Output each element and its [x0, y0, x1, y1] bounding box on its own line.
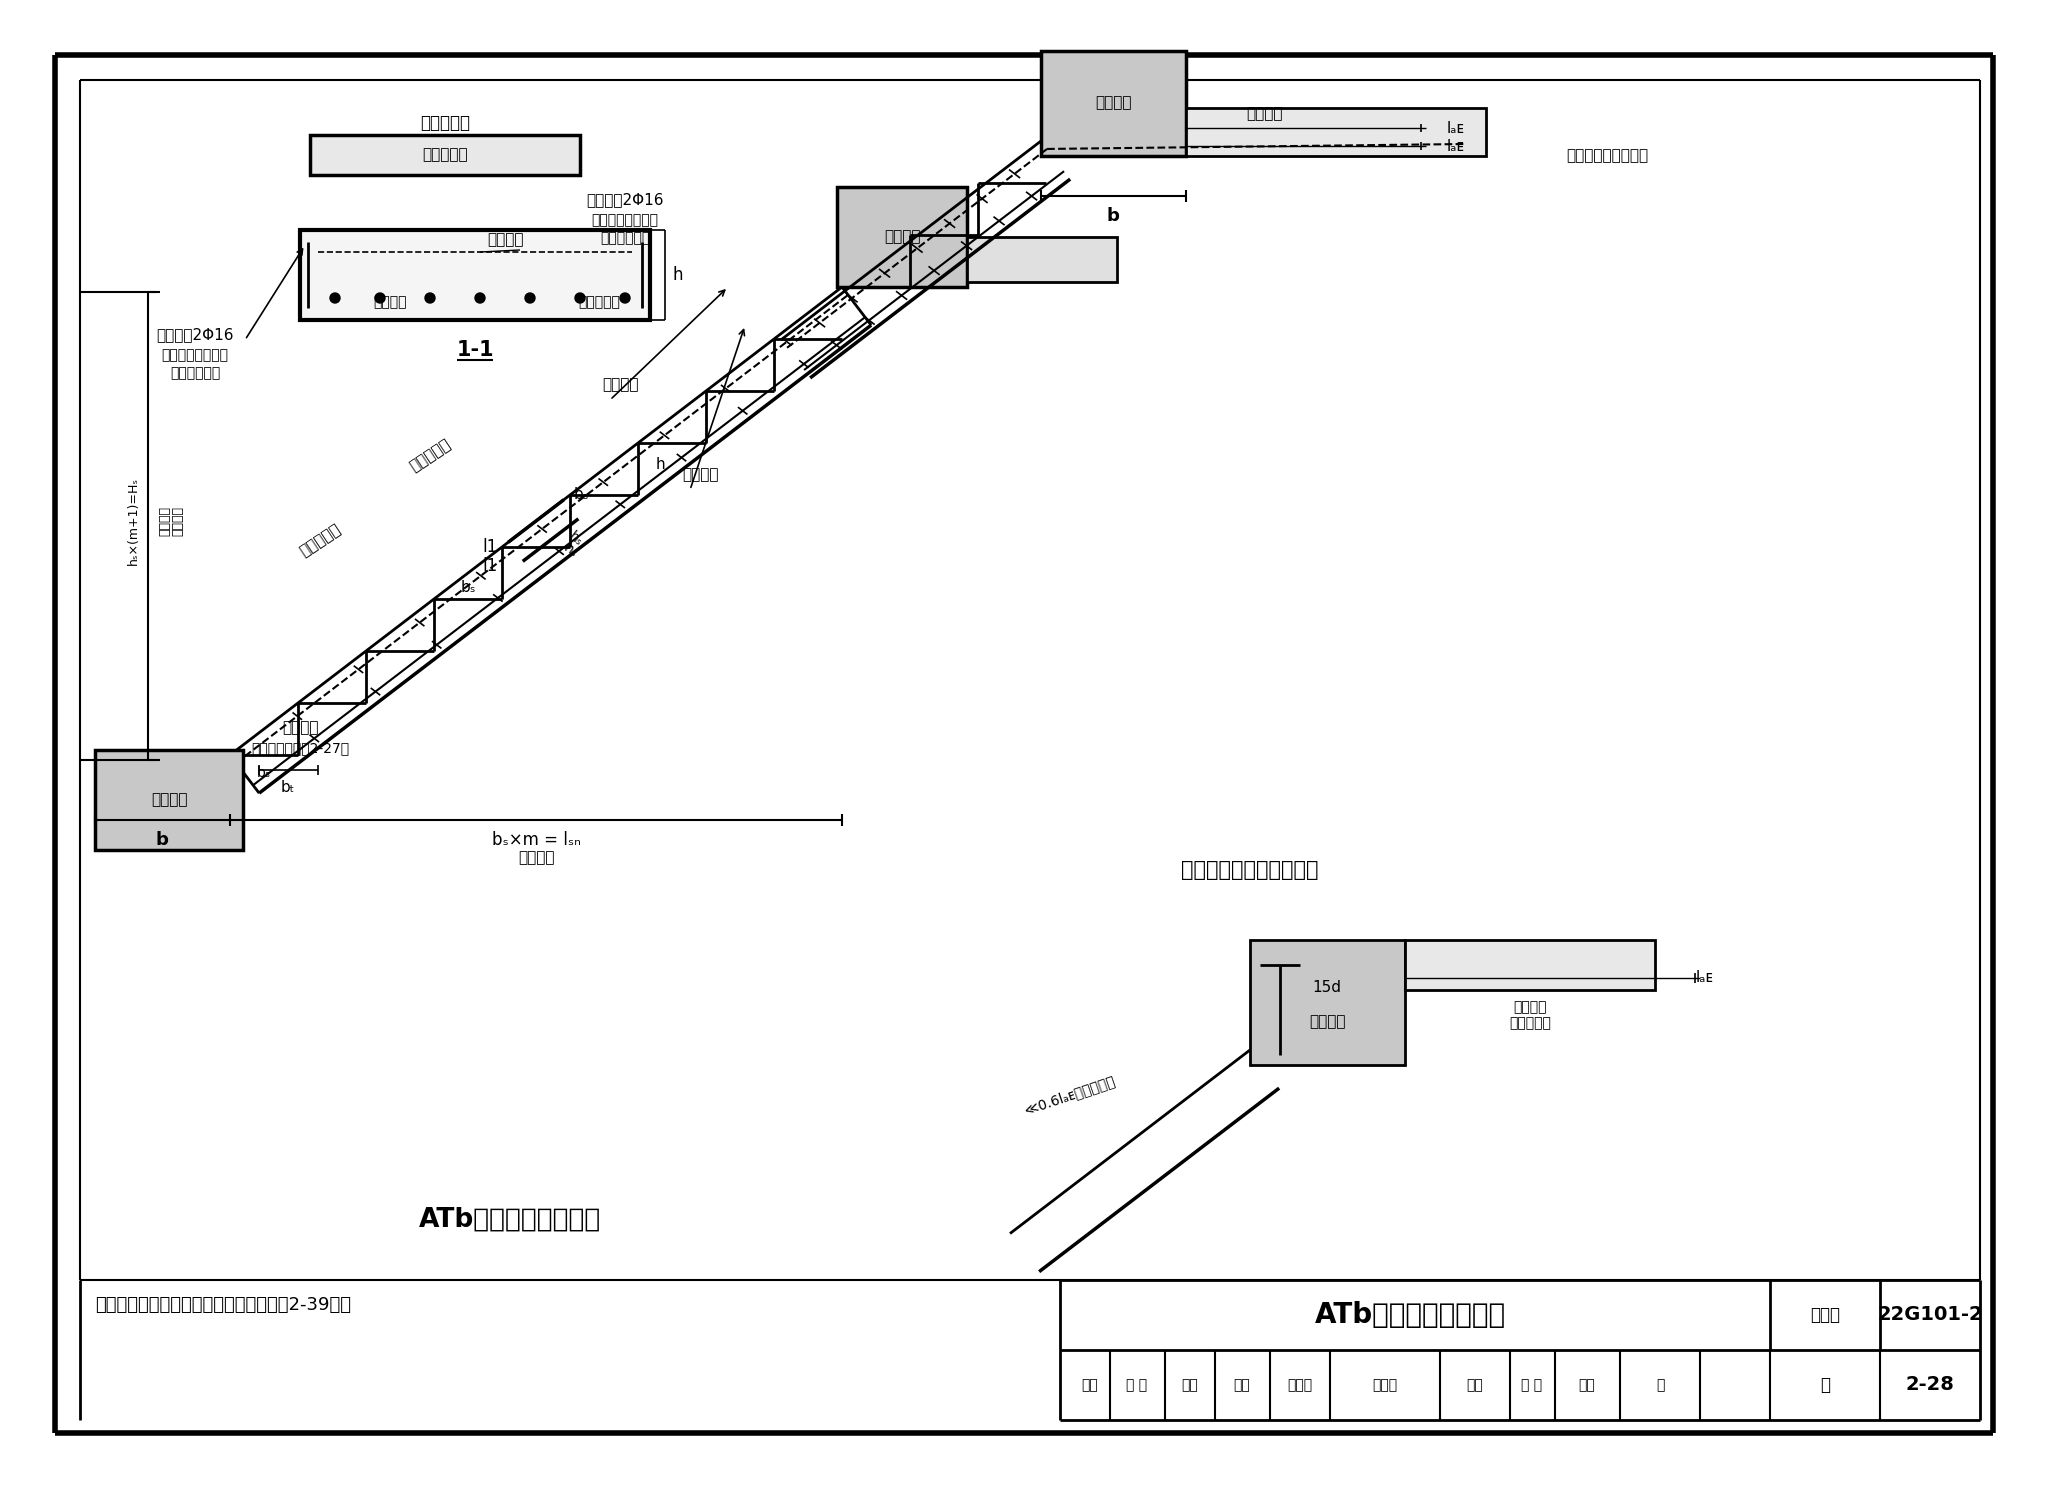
Text: 滑动支座: 滑动支座 [283, 720, 317, 735]
Text: 受力钉筋直径: 受力钉筋直径 [170, 366, 219, 379]
Text: 校对: 校对 [1233, 1378, 1251, 1391]
Text: 高端梯梁: 高端梯梁 [1309, 1015, 1346, 1030]
Text: 且不小于梯板纵向: 且不小于梯板纵向 [592, 213, 659, 228]
Circle shape [621, 293, 631, 304]
Text: 梯板分布筋: 梯板分布筋 [420, 115, 469, 132]
Text: 做法见本图集第2-27页: 做法见本图集第2-27页 [252, 741, 348, 754]
Text: lₐᴇ: lₐᴇ [1696, 970, 1714, 985]
Text: ATb型楼梯板配筋构造: ATb型楼梯板配筋构造 [1315, 1301, 1505, 1329]
Text: 页: 页 [1821, 1376, 1831, 1394]
Text: 高端梯梁: 高端梯梁 [885, 229, 920, 244]
Text: 下部纵筋在梁内锁固节点: 下部纵筋在梁内锁固节点 [1182, 860, 1319, 879]
Text: hₛ: hₛ [561, 542, 582, 561]
Text: 张 明: 张 明 [1126, 1378, 1147, 1391]
Text: 1-1: 1-1 [457, 339, 494, 360]
Bar [309, 135, 580, 176]
Text: 注：高端、低端踏步高度调整见本图集第2-39页。: 注：高端、低端踏步高度调整见本图集第2-39页。 [94, 1296, 350, 1314]
Text: 踏步高度: 踏步高度 [158, 506, 172, 536]
Text: bₛ: bₛ [461, 579, 475, 595]
Text: bₛ: bₛ [573, 487, 590, 503]
Text: 下部纵筋: 下部纵筋 [373, 295, 408, 310]
Text: 周法: 周法 [1579, 1378, 1595, 1391]
Bar [1249, 940, 1405, 1065]
Bar [1040, 51, 1186, 156]
Bar [1186, 109, 1487, 156]
Text: 上部纵筋: 上部纵筋 [602, 378, 639, 393]
Text: hₛ: hₛ [565, 530, 586, 549]
Circle shape [475, 293, 485, 304]
Text: 附加纵筋2Φ16: 附加纵筋2Φ16 [586, 192, 664, 207]
Text: 梯板分布筋: 梯板分布筋 [297, 521, 344, 559]
Text: 张国华: 张国华 [1372, 1378, 1397, 1391]
Circle shape [330, 293, 340, 304]
Text: 上部纵筋: 上部纵筋 [487, 232, 522, 247]
Bar [967, 237, 1116, 283]
Text: b: b [1106, 207, 1120, 225]
Text: 低端梯梁: 低端梯梁 [152, 793, 186, 808]
Text: bₛ: bₛ [256, 766, 270, 780]
Text: 下部纵筋: 下部纵筋 [682, 467, 719, 482]
Text: b: b [156, 830, 168, 850]
Text: h: h [655, 457, 666, 472]
Text: 15d: 15d [1313, 979, 1341, 994]
Text: 上部纵筋
伸进平台板: 上部纵筋 伸进平台板 [1509, 1000, 1550, 1030]
Text: bₛ×m = lₛₙ: bₛ×m = lₛₙ [492, 830, 580, 850]
Text: 且不小于梯板纵向: 且不小于梯板纵向 [162, 348, 229, 362]
Text: 付国顺: 付国顺 [1288, 1378, 1313, 1391]
Circle shape [575, 293, 586, 304]
Text: 图集号: 图集号 [1810, 1306, 1839, 1324]
Text: 咏明: 咏明 [1182, 1378, 1198, 1391]
Text: 李 波: 李 波 [1522, 1378, 1542, 1391]
Text: 附加纵筋2Φ16: 附加纵筋2Φ16 [156, 327, 233, 342]
Bar [94, 750, 244, 850]
Text: 梯板跨度: 梯板跨度 [518, 851, 555, 866]
Text: 2-28: 2-28 [1905, 1375, 1954, 1394]
Text: 上部纵筋伸进平台板: 上部纵筋伸进平台板 [1567, 149, 1649, 164]
Text: hₛ×(m+1)=Hₛ: hₛ×(m+1)=Hₛ [127, 478, 139, 565]
Text: ATb型楼梯板配筋构造: ATb型楼梯板配筋构造 [420, 1207, 602, 1234]
Circle shape [426, 293, 434, 304]
Text: l1: l1 [483, 558, 498, 576]
Text: bₜ: bₜ [281, 780, 295, 795]
Bar [838, 187, 967, 287]
Text: lₐᴇ: lₐᴇ [1448, 138, 1464, 153]
Text: 高端梯梁: 高端梯梁 [1245, 107, 1282, 122]
Text: 踏步宽度: 踏步宽度 [172, 506, 184, 536]
Text: h: h [672, 266, 684, 284]
Text: l1: l1 [483, 539, 498, 557]
Text: 审核: 审核 [1081, 1378, 1098, 1391]
Text: 梯板分布筋: 梯板分布筋 [408, 436, 453, 473]
Text: ≪0.6lₐᴇ且伸至梁边: ≪0.6lₐᴇ且伸至梁边 [1022, 1073, 1116, 1117]
Circle shape [375, 293, 385, 304]
Text: 页: 页 [1657, 1378, 1665, 1391]
Bar [1405, 940, 1655, 990]
Text: 受力钉筋直径: 受力钉筋直径 [600, 231, 649, 246]
Text: lₐᴇ: lₐᴇ [1448, 121, 1464, 135]
Text: 梯板分布筋: 梯板分布筋 [578, 295, 621, 310]
Bar [299, 231, 649, 320]
Text: 高端梯梁: 高端梯梁 [1096, 95, 1130, 110]
Text: 梯板分布筋: 梯板分布筋 [422, 147, 467, 162]
Text: 设计: 设计 [1466, 1378, 1483, 1391]
Circle shape [524, 293, 535, 304]
Text: 22G101-2: 22G101-2 [1878, 1305, 1982, 1324]
